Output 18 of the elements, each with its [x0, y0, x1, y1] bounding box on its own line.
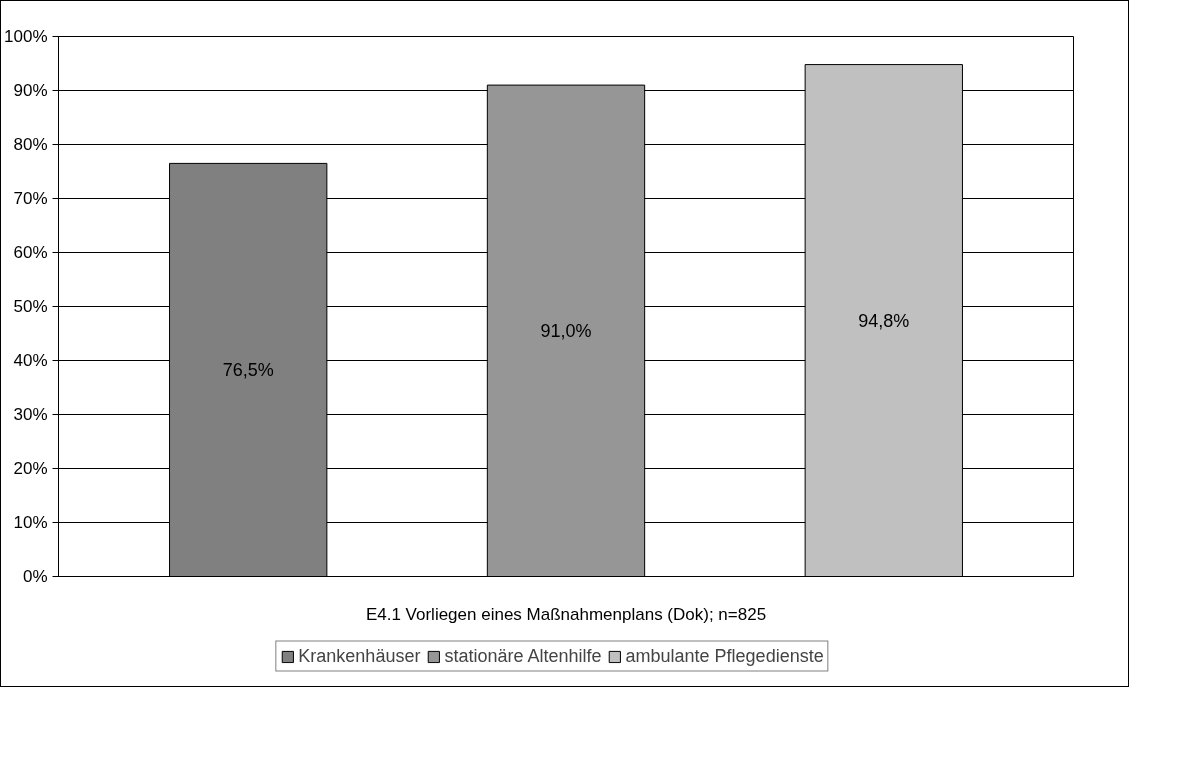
y-tick-label: 100%: [4, 27, 48, 46]
y-tick-label: 90%: [13, 81, 48, 100]
y-tick-label: 10%: [13, 513, 48, 532]
y-tick-label: 20%: [13, 459, 48, 478]
data-label: 91,0%: [540, 320, 592, 341]
y-tick-label: 80%: [13, 135, 48, 154]
data-label: 94,8%: [858, 310, 910, 331]
legend-label: ambulante Pflegedienste: [625, 645, 824, 667]
y-tick-label: 70%: [13, 189, 48, 208]
y-tick-label: 50%: [13, 297, 48, 316]
y-tick-label: 60%: [13, 243, 48, 262]
y-tick-label: 0%: [22, 567, 48, 586]
legend-label: stationäre Altenhilfe: [444, 645, 602, 667]
y-tick-label: 40%: [13, 351, 48, 370]
legend-label: Krankenhäuser: [298, 645, 421, 667]
data-label: 76,5%: [222, 359, 274, 380]
x-tick-label: E4.1 Vorliegen eines Maßnahmenplans (Dok); n=825: [365, 604, 767, 624]
y-tick-label: 30%: [13, 405, 48, 424]
